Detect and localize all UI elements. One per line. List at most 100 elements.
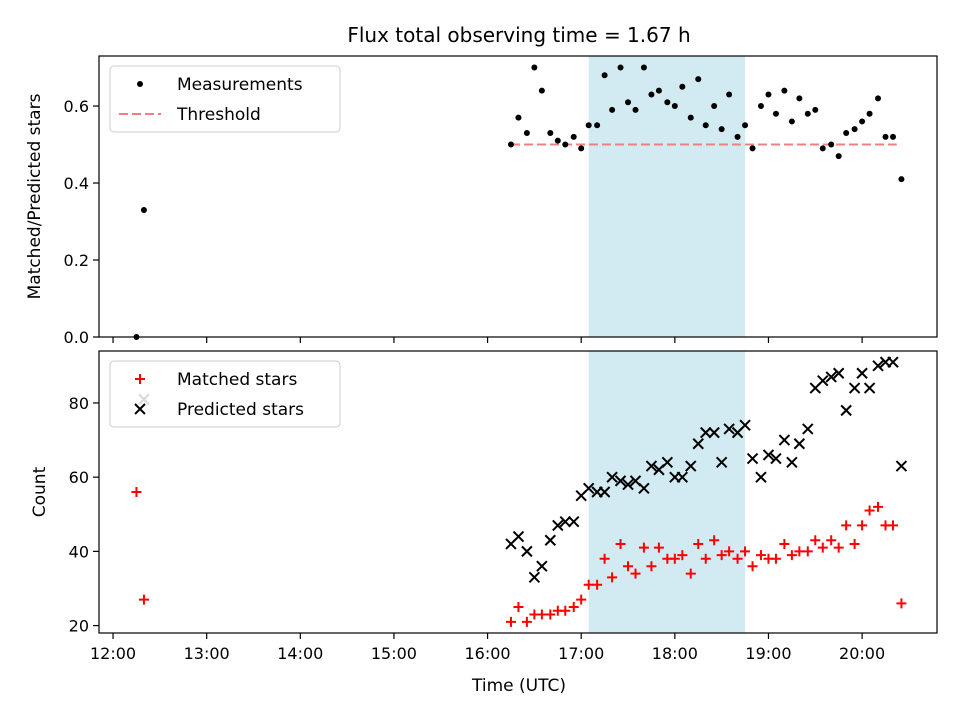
measurement-point [671, 103, 678, 110]
matched-star-point [700, 553, 711, 564]
matched-star-point [833, 542, 844, 553]
bottom-axes-frame [98, 350, 938, 634]
measurement-point [804, 110, 811, 117]
top-y-tick-label: 0.6 [64, 97, 89, 116]
x-tick-label: 17:00 [558, 644, 604, 663]
predicted-star-point [746, 452, 759, 465]
matched-star-point [887, 520, 898, 531]
measurement-point [875, 95, 882, 102]
measurement-point [889, 133, 896, 140]
predicted-star-point [802, 423, 814, 435]
top-legend-label: Threshold [176, 105, 261, 125]
predicted-star-point [778, 434, 791, 446]
predicted-star-point [661, 456, 674, 469]
matched-star-point [755, 550, 766, 561]
measurement-point [538, 87, 545, 94]
bottom-y-axis-label: Count [30, 466, 50, 517]
matched-star-point [513, 602, 524, 613]
measurement-point [632, 106, 639, 113]
measurement-point [772, 110, 779, 117]
predicted-star-point [825, 371, 837, 383]
predicted-star-point [786, 456, 798, 469]
predicted-star-point [817, 374, 829, 387]
predicted-star-point [840, 404, 852, 417]
matched-star-point [747, 561, 758, 572]
matched-star-point [646, 561, 657, 572]
measurement-point [554, 137, 561, 144]
top-legend-box [109, 65, 341, 133]
matched-star-point [653, 542, 664, 553]
measurement-point [882, 133, 889, 140]
bottom-legend-label: Matched stars [177, 370, 297, 390]
measurement-point [664, 99, 671, 106]
matched-star-point [576, 594, 587, 605]
predicted-star-point [762, 449, 775, 461]
predicted-star-point [552, 519, 564, 532]
predicted-star-point [536, 560, 548, 572]
bottom-shaded-interval [588, 351, 746, 633]
matched-star-point [810, 535, 821, 546]
measurement-point [796, 95, 803, 102]
matched-star-point [560, 605, 571, 616]
x-tick-label: 16:00 [465, 644, 511, 663]
measurement-point [648, 91, 655, 98]
matched-star-point [677, 550, 688, 561]
measurement-point [531, 64, 538, 71]
bottom-legend-label: Predicted stars [177, 400, 304, 420]
predicted-star-point [582, 482, 595, 494]
matched-star-point [592, 579, 603, 590]
predicted-star-point [895, 460, 908, 472]
predicted-star-point [622, 478, 634, 491]
top-y-tick-label: 0.0 [64, 328, 89, 347]
matched-star-point [583, 579, 594, 590]
matched-star-point [138, 594, 149, 605]
predicted-star-point [863, 382, 876, 394]
measurement-point [695, 76, 702, 83]
matched-star-point [896, 598, 907, 609]
predicted-star-point [723, 423, 735, 435]
matched-star-point [669, 553, 680, 564]
predicted-star-point [544, 534, 557, 546]
measurement-point [765, 91, 772, 98]
measurement-point [734, 133, 741, 140]
measurement-point [601, 72, 608, 79]
x-tick-label: 14:00 [277, 644, 323, 663]
matched-star-point [770, 553, 781, 564]
matched-star-point [630, 568, 641, 579]
predicted-star-point [614, 475, 627, 487]
measurement-point [711, 103, 718, 110]
measurement-point [781, 87, 788, 94]
matched-star-point [802, 546, 813, 557]
top-y-axis-label: Matched/Predicted stars [25, 93, 45, 299]
matched-star-point [599, 553, 610, 564]
legend-marker-measurements [137, 81, 143, 87]
measurement-point [859, 118, 866, 125]
measurement-point [585, 122, 592, 129]
measurement-point [679, 83, 686, 90]
measurement-point [140, 206, 147, 213]
measurement-point [547, 129, 554, 136]
predicted-star-point [676, 471, 689, 483]
measurement-point [570, 133, 577, 140]
measurement-point [742, 122, 749, 129]
x-axis-label: Time (UTC) [471, 676, 566, 696]
top-legend: Measurements Threshold [109, 65, 341, 133]
predicted-star-point [872, 360, 884, 372]
measurement-point [812, 106, 819, 113]
top-panel: 0.0 0.2 0.4 0.6 Matched/Predicted stars Measu… [25, 55, 938, 347]
matched-star-point [841, 520, 852, 531]
predicted-star-point [521, 545, 533, 558]
predicted-star-point [559, 515, 571, 528]
measurement-point [687, 114, 694, 121]
predicted-star-point [700, 426, 712, 439]
measurement-point [898, 176, 905, 183]
measurement-point [507, 141, 514, 148]
top-y-tick-label: 0.2 [64, 251, 89, 270]
matched-star-point [849, 538, 860, 549]
predicted-star-point [708, 426, 720, 439]
measurement-point [788, 118, 795, 125]
matched-star-point [568, 602, 579, 613]
measurement-point [578, 145, 585, 152]
bottom-y-tick-label: 40 [69, 542, 89, 561]
